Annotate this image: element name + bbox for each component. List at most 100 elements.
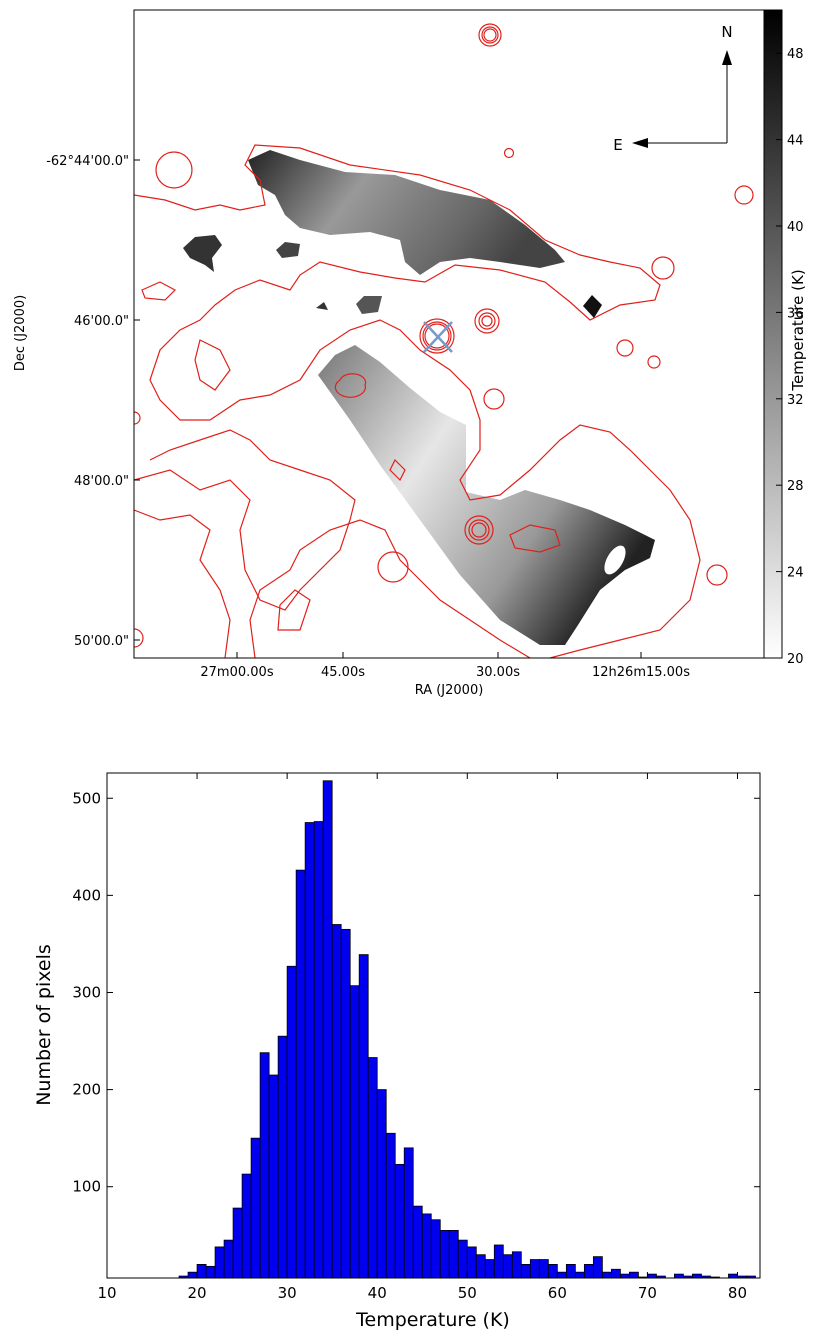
x-tick-label: 27m00.00s [200, 665, 273, 680]
warm-region [183, 235, 222, 272]
x-tick-label: 80 [728, 1284, 747, 1302]
y-tick-label: -62°44'00.0" [46, 154, 129, 169]
warm-region [318, 345, 655, 645]
x-tick-label: 20 [188, 1284, 207, 1302]
x-axis-label: Temperature (K) [355, 1309, 510, 1331]
bar [448, 1230, 459, 1278]
bar [556, 1271, 567, 1278]
bar [313, 821, 324, 1278]
y-tick-label: 300 [72, 983, 101, 1001]
bar [259, 1052, 270, 1278]
bar [304, 822, 315, 1278]
bar [439, 1230, 450, 1278]
bar [376, 1089, 387, 1278]
colorbar-tick-label: 48 [787, 47, 804, 62]
x-axis-label: RA (J2000) [415, 683, 484, 698]
bar [647, 1273, 657, 1278]
bar [241, 1173, 252, 1278]
bar [692, 1273, 702, 1278]
bar [160, 1277, 171, 1278]
bar [250, 1137, 261, 1278]
warm-region [248, 150, 565, 275]
bar [728, 1273, 738, 1278]
x-tick-label: 70 [638, 1284, 657, 1302]
bar [674, 1273, 684, 1278]
bar [457, 1239, 468, 1278]
bar [475, 1254, 486, 1278]
x-tick-label: 30.00s [476, 665, 520, 680]
bar [629, 1271, 639, 1278]
y-axis-label: Number of pixels [33, 944, 55, 1106]
warm-region [583, 295, 602, 318]
temperature-map [134, 23, 754, 658]
hist-frame [106, 772, 761, 1279]
bar [511, 1251, 522, 1278]
bar [412, 1205, 423, 1278]
warm-region [356, 296, 382, 314]
bar [340, 928, 351, 1278]
bar [214, 1246, 225, 1278]
x-tick-label: 12h26m15.00s [592, 665, 690, 680]
y-tick-label: 500 [72, 789, 101, 807]
cool-gap [604, 545, 626, 575]
bar [205, 1265, 216, 1278]
bar [484, 1259, 495, 1278]
y-axis-label: Dec (J2000) [13, 295, 28, 371]
colorbar [763, 9, 783, 659]
compass-label: N [721, 23, 732, 41]
y-tick-label: 50'00.0" [74, 634, 129, 649]
y-tick-label: 400 [72, 886, 101, 904]
bar [547, 1264, 558, 1278]
bar [583, 1264, 594, 1278]
contours [134, 23, 754, 658]
bar [574, 1271, 585, 1278]
bar [349, 985, 360, 1278]
colorbar-tick-label: 24 [787, 566, 804, 581]
bar [403, 1147, 414, 1278]
source-marker [423, 321, 453, 353]
bar [746, 1275, 756, 1278]
bar [565, 1264, 576, 1278]
y-tick-label: 200 [72, 1081, 101, 1099]
colorbar-tick-label: 44 [787, 134, 804, 149]
bar [358, 954, 369, 1278]
x-tick-label: 50 [458, 1284, 477, 1302]
compass-label: E [613, 136, 622, 154]
bar [466, 1246, 477, 1278]
bar [502, 1254, 513, 1278]
bar [322, 780, 333, 1278]
colorbar-tick-label: 32 [787, 393, 804, 408]
bar [656, 1275, 666, 1278]
colorbar-tick-label: 28 [787, 479, 804, 494]
warm-region [276, 242, 300, 258]
compass [632, 50, 732, 148]
bar [592, 1256, 603, 1278]
bar [367, 1057, 378, 1278]
y-tick-label: 100 [72, 1178, 101, 1196]
bar [223, 1239, 234, 1278]
bar [196, 1264, 207, 1278]
y-tick-label: 46'00.0" [74, 314, 129, 329]
bar [601, 1271, 612, 1278]
bar [331, 924, 342, 1278]
bar [430, 1219, 441, 1278]
colorbar-tick-label: 36 [787, 306, 804, 321]
bar [232, 1207, 243, 1278]
bar [277, 1035, 288, 1278]
bar [187, 1271, 198, 1278]
bar [151, 1277, 162, 1278]
x-tick-label: 40 [368, 1284, 387, 1302]
bar [529, 1259, 540, 1278]
x-tick-label: 10 [97, 1284, 116, 1302]
bar [421, 1213, 432, 1278]
bar [385, 1132, 396, 1278]
bar [394, 1163, 405, 1278]
colorbar-label: Temperature (K) [789, 269, 807, 391]
bar [619, 1273, 630, 1278]
histogram-bars [151, 780, 756, 1278]
x-tick-label: 45.00s [321, 665, 365, 680]
bar [268, 1074, 279, 1278]
x-tick-label: 60 [548, 1284, 567, 1302]
